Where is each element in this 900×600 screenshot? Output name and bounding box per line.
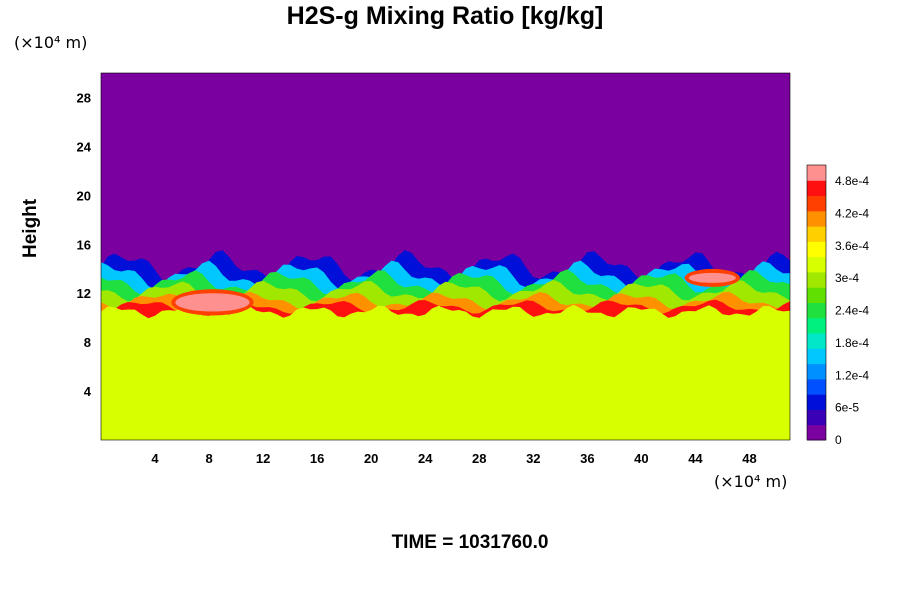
x-tick-label: 32 — [526, 451, 540, 466]
y-tick-label: 4 — [84, 384, 92, 399]
colorbar-segment — [807, 210, 826, 227]
colorbar-tick-label: 1.8e-4 — [835, 336, 869, 350]
x-axis-unit: (×10⁴ m) — [714, 472, 788, 491]
colorbar: 0 6e-5 1.2e-4 1.8e-4 2.4e-4 3e-4 3.6e-4 4.2e-4 4… — [806, 164, 869, 447]
colorbar-segment — [807, 271, 826, 288]
y-tick-label: 8 — [84, 335, 91, 350]
colorbar-frame — [806, 164, 827, 441]
colorbar-tick-label: 2.4e-4 — [835, 304, 869, 318]
x-tick-label: 8 — [205, 451, 212, 466]
colorbar-segment — [807, 409, 826, 426]
x-tick-label: 28 — [472, 451, 486, 466]
x-axis-ticks: 4 8 12 16 20 24 28 32 36 40 44 48 — [151, 451, 756, 466]
colorbar-segment — [807, 180, 826, 197]
colorbar-tick-label: 3.6e-4 — [835, 239, 869, 253]
x-tick-label: 20 — [364, 451, 378, 466]
colorbar-segment — [807, 348, 826, 365]
colorbar-segment — [807, 363, 826, 380]
y-tick-label: 20 — [77, 188, 91, 203]
x-tick-label: 44 — [688, 451, 703, 466]
colorbar-tick-label: 4.2e-4 — [835, 207, 869, 221]
high-concentration-patch — [688, 272, 736, 283]
colorbar-segment — [807, 241, 826, 258]
x-tick-label: 12 — [256, 451, 270, 466]
x-tick-label: 24 — [418, 451, 433, 466]
x-tick-label: 4 — [151, 451, 159, 466]
lower-layer-region — [101, 304, 790, 440]
colorbar-segment — [807, 256, 826, 273]
chart-title: H2S-g Mixing Ratio [kg/kg] — [286, 2, 604, 30]
y-tick-label: 24 — [77, 139, 92, 154]
y-axis-unit: (×10⁴ m) — [14, 33, 88, 52]
y-tick-label: 28 — [77, 90, 91, 105]
x-tick-label: 36 — [580, 451, 594, 466]
y-tick-label: 12 — [77, 286, 91, 301]
colorbar-segment — [807, 165, 826, 181]
colorbar-tick-label: 4.8e-4 — [835, 174, 869, 188]
y-tick-label: 16 — [77, 237, 91, 252]
colorbar-segment — [807, 378, 826, 395]
colorbar-tick-label: 1.2e-4 — [835, 368, 869, 382]
x-tick-label: 16 — [310, 451, 324, 466]
plot-frame — [100, 72, 791, 441]
colorbar-segment — [807, 302, 826, 319]
high-concentration-patch — [175, 293, 250, 312]
x-tick-label: 40 — [634, 451, 648, 466]
y-axis-ticks: 4 8 12 16 20 24 28 — [77, 90, 92, 399]
colorbar-segment — [807, 424, 826, 441]
colorbar-segment — [807, 317, 826, 334]
colorbar-segment — [807, 333, 826, 349]
colorbar-segment — [807, 394, 826, 410]
x-tick-label: 48 — [742, 451, 756, 466]
colorbar-tick-label: 3e-4 — [835, 271, 859, 285]
colorbar-segment — [807, 287, 826, 303]
plot-area — [100, 72, 791, 441]
colorbar-tick-label: 0 — [835, 433, 842, 447]
colorbar-segment — [807, 226, 826, 242]
colorbar-segment — [807, 195, 826, 212]
colorbar-tick-label: 6e-5 — [835, 401, 859, 415]
time-label: TIME = 1031760.0 — [391, 532, 549, 553]
